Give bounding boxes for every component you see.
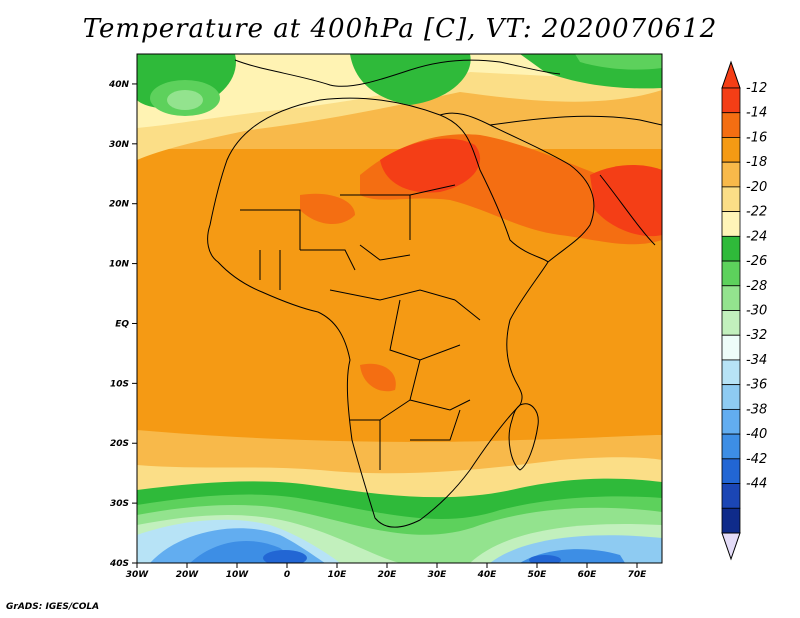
lat-tick-label: 20S (110, 439, 129, 449)
lon-tick-label: 70E (628, 570, 648, 580)
colorbar-label: -20 (746, 180, 767, 195)
credit-text: GrADS: IGES/COLA (6, 602, 100, 612)
colorbar-label: -44 (746, 477, 767, 492)
colorbar-swatch (721, 235, 741, 262)
lat-tick-label: 30N (109, 140, 130, 150)
colorbar-label: -30 (746, 304, 767, 319)
lat-tick-label: 20N (109, 200, 130, 210)
colorbar-swatch (721, 260, 741, 287)
lat-tick-label: 40N (108, 80, 130, 90)
colorbar-top-cap (721, 60, 741, 89)
colorbar-label: -28 (746, 279, 767, 294)
colorbar-swatch (721, 334, 741, 361)
map-frame (136, 53, 663, 564)
lon-tick-label: 0 (284, 570, 290, 580)
lon-tick-label: 60E (578, 570, 598, 580)
colorbar-label: -14 (746, 106, 767, 121)
colorbar-swatch (721, 186, 741, 213)
colorbar-swatch (721, 87, 741, 114)
lon-tick-label: 10E (328, 570, 348, 580)
colorbar-swatch (721, 433, 741, 460)
colorbar-label: -22 (746, 205, 767, 220)
colorbar-label: -36 (746, 378, 767, 393)
lon-tick-label: 30E (428, 570, 448, 580)
colorbar-swatch (721, 384, 741, 410)
colorbar-label: -40 (746, 427, 767, 442)
colorbar-label: -38 (746, 402, 767, 417)
colorbar-label: -18 (746, 155, 767, 170)
lon-tick-label: 40E (477, 570, 498, 580)
lon-tick-label: 20E (378, 570, 398, 580)
lat-tick-label: 10N (109, 260, 130, 270)
lon-tick-label: 30W (126, 570, 150, 580)
colorbar-swatch (721, 483, 741, 509)
colorbar-swatch (721, 310, 741, 336)
colorbar-swatch (721, 112, 741, 138)
colorbar-swatch (721, 285, 741, 311)
colorbar-label: -34 (746, 353, 767, 368)
lat-tick-label: EQ (115, 319, 129, 329)
lon-tick-label: 10W (226, 570, 250, 580)
colorbar-swatch (721, 408, 741, 435)
colorbar-bottom-cap (721, 532, 741, 561)
lon-tick-label: 50E (528, 570, 548, 580)
colorbar-label: -24 (746, 229, 767, 244)
lon-tick-label: 20W (176, 570, 200, 580)
colorbar-swatch (721, 161, 741, 188)
coastline-outline (207, 59, 662, 528)
colorbar-label: -12 (746, 81, 767, 96)
temperature-field (137, 54, 662, 563)
colorbar-label: -42 (746, 452, 767, 467)
colorbar-swatch (721, 211, 741, 237)
map-title: Temperature at 400hPa [C], VT: 202007061… (82, 14, 718, 44)
colorbar: -12 -14 -16 -18 -20 -22 -24 -26 -28 -30 -32 -34 -36 -… (721, 60, 767, 561)
colorbar-swatch (721, 507, 741, 534)
lat-tick-label: 40S (109, 559, 129, 569)
colorbar-label: -26 (746, 254, 767, 269)
lat-tick-label: 30S (110, 499, 129, 509)
colorbar-swatch (721, 359, 741, 386)
colorbar-label: -16 (746, 130, 767, 145)
colorbar-swatch (721, 137, 741, 163)
colorbar-label: -32 (746, 328, 767, 343)
lat-tick-label: 10S (110, 379, 129, 389)
colorbar-swatch (721, 458, 741, 484)
